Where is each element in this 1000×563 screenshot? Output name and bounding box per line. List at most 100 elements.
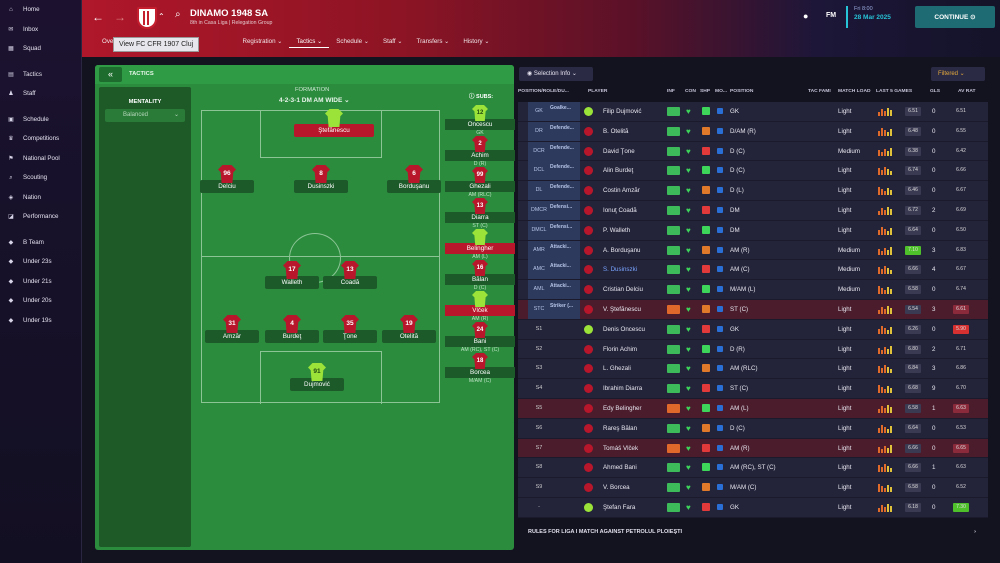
table-row[interactable]: S2 Florin Achim ♥ D (R) Light 6.80 2 6.71 [518,339,988,360]
player-name[interactable]: L. Ghezali [603,365,631,373]
sub-player[interactable]: 18 Borcea M/AM (C) [445,353,515,384]
tab-history[interactable]: History ⌄ [456,36,496,48]
sidebar-item-under-21s[interactable]: ◆ Under 21s [0,272,81,292]
sidebar-item-competitions[interactable]: ♛ Competitions [0,129,81,149]
player-name[interactable]: Alin Burdeţ [603,167,634,175]
table-row[interactable]: S5 Edy Belingher ♥ AM (L) Light 6.58 1 6.63 [518,398,988,419]
player-name[interactable]: Florin Achim [603,345,638,353]
player-token[interactable]: 17 Walleth [265,261,319,289]
position-slot[interactable]: DR [528,121,550,141]
position-slot[interactable]: AML [528,280,550,300]
tab-overv[interactable]: Overv [95,36,126,48]
table-row[interactable]: DMCR Defensi... Ionuţ Coadă ♥ DM Light 6.72 2 6.… [518,200,988,221]
player-token[interactable]: 13 Coadă [323,261,377,289]
position-slot[interactable]: DCR [528,141,550,161]
player-name[interactable]: Edy Belingher [603,404,642,412]
player-token[interactable]: Ştefănescu [294,109,374,137]
forward-arrow-icon[interactable]: → [114,10,126,24]
sidebar-item-inbox[interactable]: ✉ Inbox [0,20,81,40]
table-row[interactable]: GK Goalke... Filip Dujmović ♥ GK Light 6.51 0 6.… [518,102,988,122]
table-row[interactable]: DMCL Defensi... P. Walleth ♥ DM Light 6.64 0 6.5… [518,220,988,241]
column-header[interactable]: MATCH LOAD [838,89,871,94]
tab-staff[interactable]: Staff ⌄ [376,36,410,48]
position-slot[interactable]: DMCR [528,200,550,220]
table-row[interactable]: S9 V. Borcea ♥ M/AM (C) Light 6.58 0 6.52 [518,478,988,498]
sidebar-item-staff[interactable]: ♟ Staff [0,84,81,104]
sub-player[interactable]: 24 Bani AM (RC), ST (C) [445,322,515,353]
role-cell[interactable]: Striker (... [550,299,580,319]
table-row[interactable]: AMC Attacki... S. Dusinszki ♥ AM (C) Medium 6.… [518,260,988,281]
player-name[interactable]: Ahmed Bani [603,464,637,472]
sidebar-item-under-23s[interactable]: ◆ Under 23s [0,252,81,272]
table-row[interactable]: S6 Rareş Bălan ♥ D (C) Light 6.64 0 6.53 [518,418,988,439]
crest-switch-icon[interactable]: ⌃ [158,12,165,21]
position-slot[interactable]: DL [528,181,550,201]
sidebar-item-under-19s[interactable]: ◆ Under 19s [0,311,81,331]
player-name[interactable]: Ibrahim Diarra [603,385,643,393]
sidebar-item-schedule[interactable]: ▣ Schedule [0,110,81,130]
table-row[interactable]: AML Attacki... Cristian Delciu ♥ M/AM (L) Med… [518,280,988,300]
position-slot[interactable]: DCL [528,161,550,181]
position-slot[interactable]: STC [528,299,550,319]
filter-dropdown[interactable]: Filtered ⌄ [931,67,985,81]
role-cell[interactable]: Attacki... [550,260,580,280]
sidebar-item-performance[interactable]: ◪ Performance [0,207,81,227]
tab-transfers[interactable]: Transfers ⌄ [410,36,457,48]
rules-link[interactable]: RULES FOR LIGA I MATCH AGAINST PETROLUL … [518,525,988,539]
table-row[interactable]: AMR Attacki... A. Borduşanu ♥ AM (R) Medium 7.… [518,240,988,261]
player-name[interactable]: V. Ştefănescu [603,305,641,313]
position-slot[interactable]: AMR [528,240,550,260]
table-row[interactable]: - Ştefan Fara ♥ GK Light 6.18 0 7.30 [518,497,988,518]
sidebar-item-scouting[interactable]: ⌕ Scouting [0,168,81,188]
club-name[interactable]: DINAMO 1948 SA [190,8,269,19]
role-cell[interactable]: Defensi... [550,220,580,240]
collapse-button[interactable]: « [99,67,122,82]
position-slot[interactable]: DMCL [528,220,550,240]
player-name[interactable]: Tomáš Vlček [603,444,639,452]
column-header[interactable]: CON [685,89,696,94]
continue-button[interactable]: CONTINUE ⊙ [915,6,995,28]
player-name[interactable]: Ştefan Fara [603,503,636,511]
table-row[interactable]: S8 Ahmed Bani ♥ AM (RC), ST (C) Light 6.66 1 6.… [518,458,988,479]
club-crest[interactable] [137,7,157,29]
role-cell[interactable]: Attacki... [550,240,580,260]
player-token[interactable]: 96 Delciu [200,165,254,193]
player-token[interactable]: 31 Amzăr [205,315,259,343]
player-name[interactable]: Denis Oncescu [603,325,645,333]
player-token[interactable]: 4 Burdeţ [265,315,319,343]
player-name[interactable]: Costin Amzăr [603,187,640,195]
table-row[interactable]: STC Striker (... V. Ştefănescu ♥ ST (C) Light… [518,299,988,320]
role-cell[interactable]: Defensi... [550,200,580,220]
column-header[interactable]: POSITION [730,89,754,94]
sub-player[interactable]: Belingher AM (L) [445,229,515,260]
sidebar-item-home[interactable]: ⌂ Home [0,0,81,20]
sub-player[interactable]: 13 Diarra ST (C) [445,198,515,229]
player-name[interactable]: Cristian Delciu [603,286,643,294]
player-token[interactable]: 35 Ţone [323,315,377,343]
role-cell[interactable]: Attacki... [550,280,580,300]
column-header[interactable]: POSITION/ROLE/DU... [518,89,569,94]
column-header[interactable]: PLAYER [588,89,608,94]
formation-dropdown[interactable]: 4-2-3-1 DM AM WIDE ⌄ [279,97,350,104]
player-name[interactable]: P. Walleth [603,226,631,234]
player-token[interactable]: 91 Dujmović [290,363,344,391]
table-row[interactable]: S3 L. Ghezali ♥ AM (RLC) Light 6.84 3 6.86 [518,359,988,380]
search-icon[interactable]: ⌕ [175,9,181,20]
sidebar-item-under-20s[interactable]: ◆ Under 20s [0,291,81,311]
sidebar-item-national-pool[interactable]: ⚑ National Pool [0,149,81,169]
role-cell[interactable]: Defende... [550,121,580,141]
tab-schedule[interactable]: Schedule ⌄ [329,36,376,48]
sidebar-item-tactics[interactable]: ▤ Tactics [0,65,81,85]
sidebar-item-b-team[interactable]: ◆ B Team [0,233,81,253]
position-slot[interactable]: AMC [528,260,550,280]
sub-player[interactable]: 99 Ghezali AM (RLC) [445,167,515,198]
player-token[interactable]: 8 Dusinszki [294,165,348,193]
mentality-dropdown[interactable]: Balanced ⌄ [105,109,185,122]
column-header[interactable]: LAST 5 GAMES [876,89,913,94]
column-header[interactable]: SHP [700,89,711,94]
sidebar-item-squad[interactable]: ▦ Squad [0,39,81,59]
table-row[interactable]: DR Defende... B. Otelită ♥ D/AM (R) Light 6.48… [518,121,988,142]
player-name[interactable]: Ionuţ Coadă [603,206,637,214]
table-row[interactable]: S1 Denis Oncescu ♥ GK Light 6.26 0 5.90 [518,319,988,340]
table-row[interactable]: DCR Defende... David Ţone ♥ D (C) Medium 6.38 0… [518,141,988,162]
